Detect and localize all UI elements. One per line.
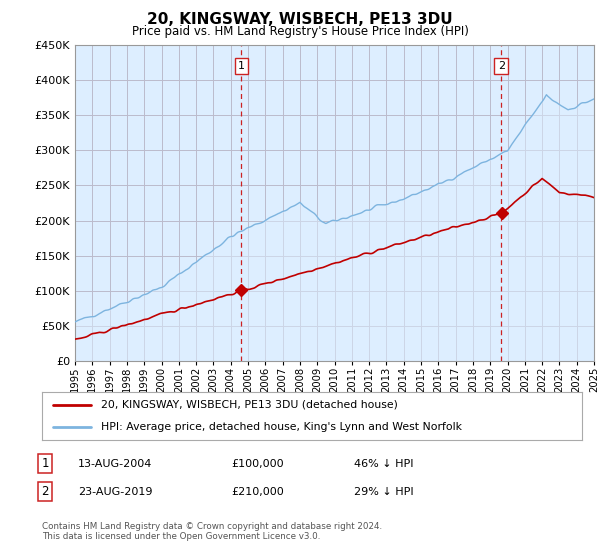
Text: 1: 1 [41,457,49,470]
Text: 23-AUG-2019: 23-AUG-2019 [78,487,152,497]
Text: 13-AUG-2004: 13-AUG-2004 [78,459,152,469]
Text: 46% ↓ HPI: 46% ↓ HPI [354,459,413,469]
Text: 1: 1 [238,61,245,71]
Text: 29% ↓ HPI: 29% ↓ HPI [354,487,413,497]
Text: Contains HM Land Registry data © Crown copyright and database right 2024.
This d: Contains HM Land Registry data © Crown c… [42,522,382,542]
Text: 2: 2 [498,61,505,71]
Text: £100,000: £100,000 [231,459,284,469]
Text: £210,000: £210,000 [231,487,284,497]
Text: 20, KINGSWAY, WISBECH, PE13 3DU: 20, KINGSWAY, WISBECH, PE13 3DU [147,12,453,27]
Text: HPI: Average price, detached house, King's Lynn and West Norfolk: HPI: Average price, detached house, King… [101,422,463,432]
Text: 2: 2 [41,485,49,498]
Text: 20, KINGSWAY, WISBECH, PE13 3DU (detached house): 20, KINGSWAY, WISBECH, PE13 3DU (detache… [101,400,398,410]
Text: Price paid vs. HM Land Registry's House Price Index (HPI): Price paid vs. HM Land Registry's House … [131,25,469,38]
